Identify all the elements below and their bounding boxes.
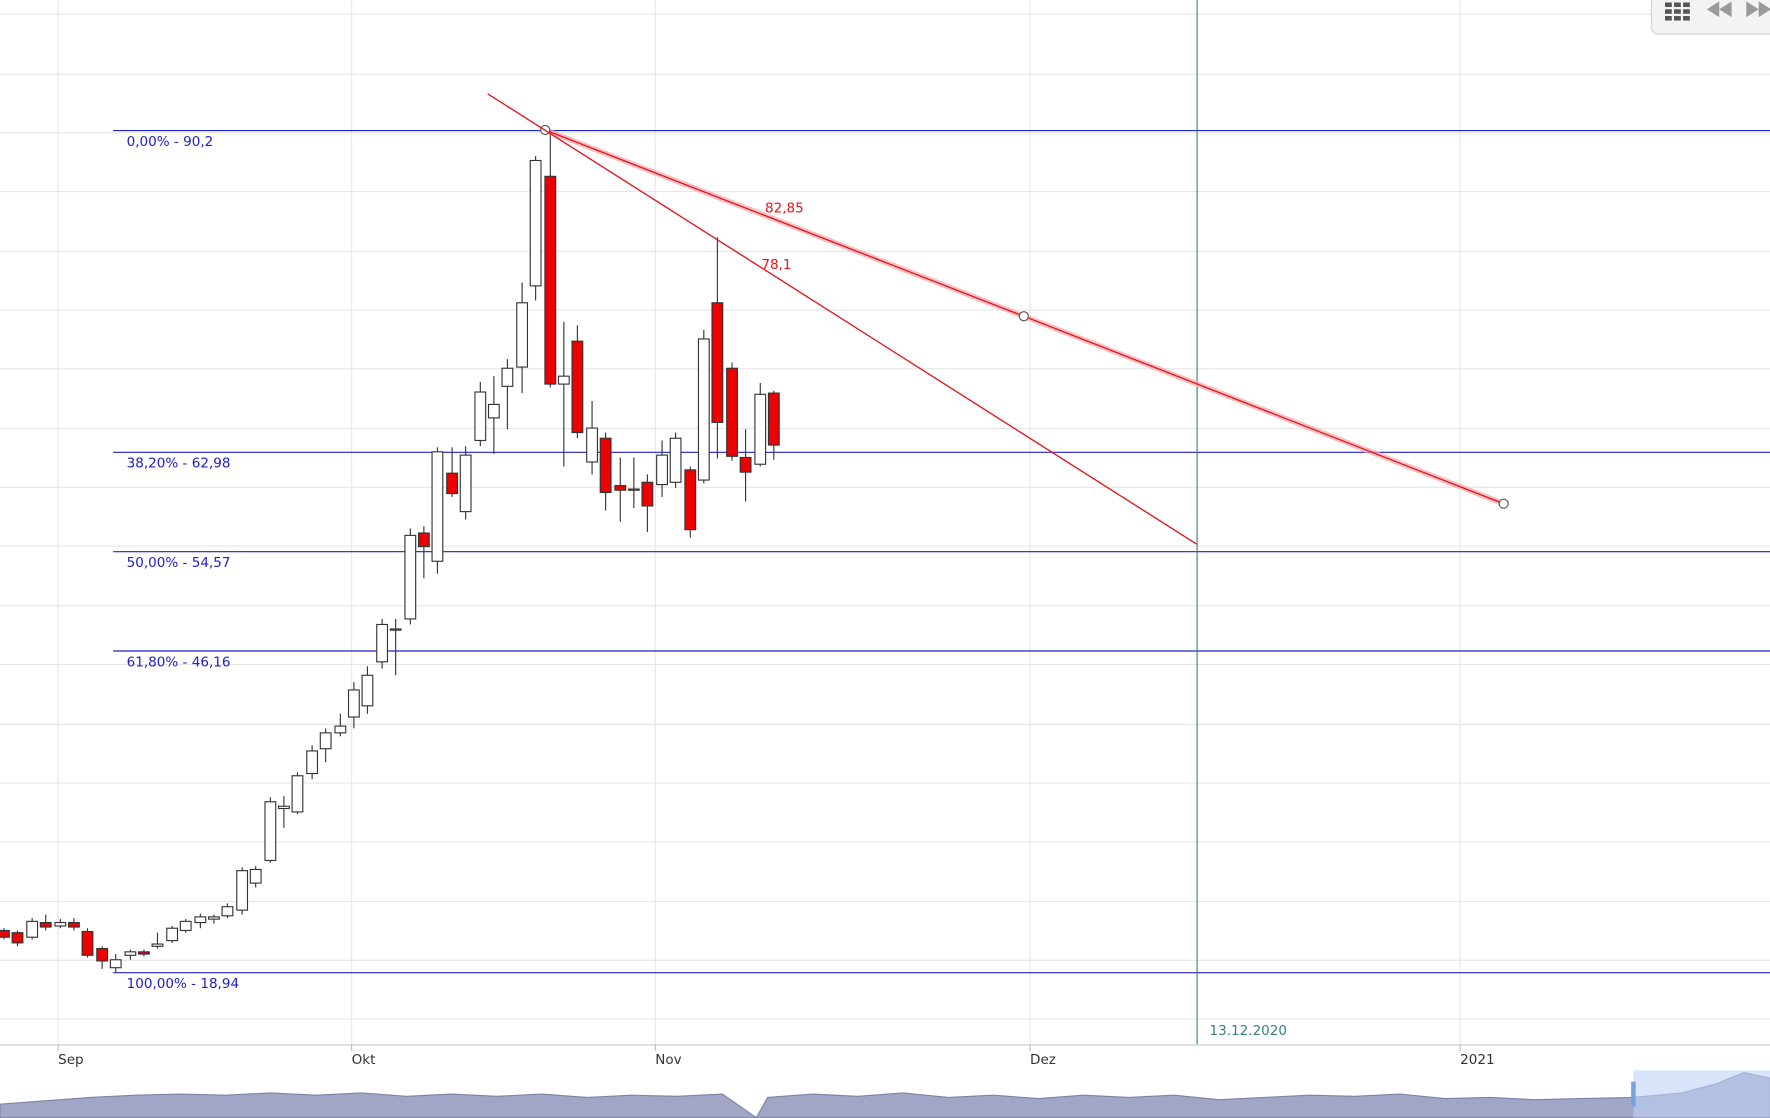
candle-body — [11, 932, 24, 944]
candle-body — [586, 427, 598, 463]
candle-body — [194, 916, 207, 924]
toolbar — [1650, 0, 1770, 35]
candle-body — [207, 916, 220, 920]
candle-body — [179, 920, 192, 932]
candle-body — [109, 959, 122, 969]
candle-body — [754, 393, 767, 465]
candle-body — [334, 725, 347, 734]
x-tick-label: Sep — [58, 1052, 84, 1068]
candle-body — [39, 921, 52, 928]
candle-body — [306, 750, 319, 775]
toolbar-box — [1650, 0, 1770, 35]
candle-body — [151, 943, 164, 947]
x-tick-label: Nov — [655, 1052, 681, 1068]
candle-body — [54, 921, 67, 927]
candle-body — [361, 674, 374, 707]
candle-body — [26, 920, 39, 938]
candle-body — [249, 868, 262, 884]
x-tick-label: Okt — [352, 1052, 376, 1068]
candle-body — [68, 921, 80, 928]
grid-icon[interactable] — [1665, 2, 1690, 21]
fib-label: 61,80% - 46,16 — [127, 654, 231, 670]
trendline-label: 82,85 — [765, 201, 804, 217]
candle-body — [557, 375, 570, 385]
x-tick-label: Dez — [1030, 1052, 1056, 1068]
candle-body — [277, 805, 290, 810]
candle-body — [669, 437, 682, 483]
candle-body — [376, 623, 389, 663]
candle-body — [264, 801, 277, 862]
forward-icon[interactable] — [1746, 1, 1770, 18]
candle-body — [446, 472, 459, 495]
candle-body — [96, 947, 109, 962]
candle-body — [487, 403, 500, 419]
candle-body — [697, 338, 710, 481]
candle-body — [599, 437, 612, 494]
candle-body — [767, 392, 780, 446]
candle-body — [221, 906, 234, 917]
trendline — [487, 93, 1197, 545]
vertical-line-label: 13.12.2020 — [1210, 1023, 1287, 1039]
candle-body — [404, 534, 417, 620]
candle-body — [614, 485, 627, 491]
candle-body — [0, 929, 10, 938]
navigator — [0, 1070, 1770, 1118]
candle-body — [627, 488, 640, 491]
candle-body — [137, 951, 150, 955]
candle-body — [726, 367, 738, 457]
candle-body — [516, 302, 529, 368]
trendline-label: 78,1 — [761, 257, 791, 273]
candle-body — [124, 951, 137, 956]
candle-body — [291, 775, 304, 813]
plot: 0,00% - 90,2 38,20% - 62,98 50,00% - 54,57… — [0, 0, 1770, 1045]
grid — [0, 0, 1770, 1045]
candle-body — [417, 532, 430, 548]
candle-body — [166, 927, 179, 942]
candle-body — [474, 391, 487, 442]
fib-label: 50,00% - 54,57 — [127, 555, 231, 571]
navigator-handle[interactable] — [1631, 1081, 1636, 1107]
x-tick-label: 2021 — [1460, 1052, 1494, 1068]
candle-body — [501, 367, 514, 387]
navigator-series — [0, 1072, 1770, 1118]
candle-body — [529, 159, 542, 287]
candle-body — [389, 628, 402, 631]
candle-body — [347, 689, 360, 718]
candle-body — [544, 175, 557, 385]
candle-body — [319, 732, 332, 750]
candle-body — [641, 481, 654, 507]
fib-label: 0,00% - 90,2 — [127, 134, 214, 150]
fib-label: 38,20% - 62,98 — [127, 456, 231, 472]
candle-body — [571, 340, 584, 434]
fib-label: 100,00% - 18,94 — [127, 976, 239, 992]
rewind-icon[interactable] — [1706, 1, 1732, 18]
candle-body — [656, 454, 668, 486]
candle-body — [236, 870, 249, 911]
candle-body — [431, 451, 444, 562]
candle-body — [739, 456, 752, 473]
navigator-window[interactable] — [1633, 1070, 1770, 1118]
candle-body — [459, 454, 472, 513]
candle-body — [711, 302, 724, 423]
trendline-handle — [1498, 498, 1509, 509]
candle-body — [81, 930, 94, 956]
trendline-handle — [1018, 311, 1029, 322]
candle-body — [684, 469, 697, 531]
